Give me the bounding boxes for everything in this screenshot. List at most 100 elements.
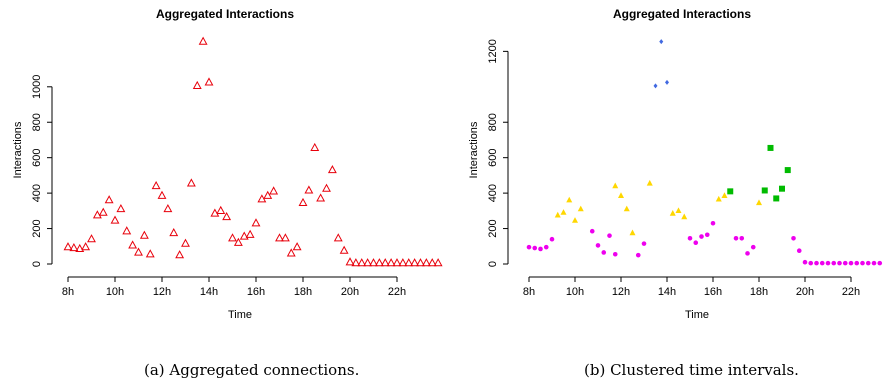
chart-a-point	[87, 234, 96, 243]
chart-a-point	[263, 190, 273, 199]
chart-a-point	[333, 233, 343, 242]
chart-b-point	[607, 233, 612, 238]
chart-a-point	[75, 243, 85, 253]
chart-b-point	[848, 260, 854, 266]
chart-panel-b: Aggregated Interactions Time Interaction…	[468, 7, 883, 321]
chart-a-point	[292, 242, 302, 251]
chart-b-point	[727, 188, 734, 195]
chart-b-point	[842, 260, 848, 266]
chart-b-point	[653, 83, 658, 89]
chart-b-point	[675, 207, 682, 214]
chart-b-point	[543, 244, 549, 250]
chart-a-point	[298, 197, 308, 206]
chart-a-point	[98, 207, 108, 216]
chart-b-y-tick-label: 0	[487, 261, 499, 267]
chart-b-point	[693, 240, 699, 246]
chart-b-point	[865, 260, 871, 266]
chart-b-point	[669, 209, 676, 216]
chart-panel-a: Aggregated Interactions Time Interaction…	[12, 7, 443, 321]
chart-a-point	[210, 208, 220, 217]
chart-b-point	[572, 217, 578, 223]
chart-b-point	[796, 248, 802, 254]
chart-a-point	[104, 195, 114, 204]
chart-a-point	[110, 215, 120, 224]
chart-b-points	[526, 39, 883, 266]
chart-a-point	[216, 205, 226, 214]
chart-a-point	[357, 258, 367, 267]
chart-b-point	[721, 192, 728, 198]
chart-a-point	[139, 230, 149, 239]
chart-b-title: Aggregated Interactions	[613, 7, 751, 21]
chart-b-point	[577, 205, 584, 212]
chart-a-point	[380, 258, 390, 267]
chart-b-point	[733, 236, 739, 241]
chart-b-point	[779, 185, 785, 192]
chart-b-point	[802, 259, 808, 265]
chart-a-point	[304, 185, 314, 194]
chart-a-x-tick-label: 16h	[247, 286, 265, 298]
chart-b-point	[715, 195, 722, 202]
chart-a-point	[369, 258, 378, 267]
chart-a-point	[134, 247, 143, 256]
chart-a-y-tick-label: 200	[31, 219, 43, 237]
chart-b-point	[687, 236, 693, 241]
chart-b-point	[589, 228, 595, 234]
chart-a-point	[374, 258, 384, 267]
chart-a-point	[163, 204, 173, 213]
chart-a-point	[186, 178, 196, 187]
chart-a-point	[233, 237, 243, 246]
chart-a-point	[151, 180, 161, 190]
chart-b-point	[750, 244, 756, 250]
chart-b-ylabel: Interactions	[468, 121, 480, 178]
chart-a-y-tick-label: 800	[31, 113, 43, 131]
chart-b-point	[623, 205, 630, 212]
chart-a-x-tick-label: 8h	[62, 286, 74, 298]
chart-a-point	[327, 165, 337, 174]
chart-a-point	[269, 186, 279, 195]
chart-b-point	[877, 260, 883, 266]
chart-b-axes: 8h 10h 12h 14h 16h 18h 20h 22h 0 200 400 600 800 1200	[487, 39, 860, 298]
chart-a-point	[81, 242, 91, 251]
chart-b-point	[566, 196, 573, 203]
chart-b-point	[773, 195, 780, 202]
chart-b-point	[595, 243, 601, 248]
chart-a-point	[310, 142, 320, 152]
chart-b-point	[819, 260, 825, 266]
chart-b-y-tick-label: 800	[487, 113, 499, 131]
chart-a-point	[404, 258, 414, 267]
chart-a-point	[175, 250, 185, 259]
chart-a-point	[286, 248, 296, 257]
chart-a-points	[63, 36, 443, 267]
chart-b-point	[641, 241, 647, 246]
chart-b-point	[532, 245, 538, 251]
chart-a-point	[280, 233, 290, 242]
chart-a-point	[410, 258, 420, 267]
chart-a-ylabel: Interactions	[12, 121, 24, 178]
chart-b-point	[825, 260, 831, 266]
chart-b-point	[538, 246, 543, 252]
chart-a-point	[351, 258, 361, 267]
chart-b-point	[831, 260, 837, 266]
chart-a-xlabel: Time	[228, 309, 252, 321]
chart-a-point	[145, 249, 155, 258]
chart-a-point	[398, 258, 408, 267]
chart-a-x-tick-label: 12h	[153, 286, 171, 298]
chart-b-point	[560, 209, 567, 215]
chart-a-point	[228, 233, 237, 242]
chart-a-y-tick-label: 600	[31, 149, 43, 167]
chart-b-point	[871, 260, 877, 266]
chart-b-x-tick-label: 16h	[704, 286, 722, 298]
chart-b-point	[659, 39, 664, 45]
chart-a-point	[116, 204, 126, 213]
chart-b-point	[710, 220, 716, 226]
chart-b-point	[646, 179, 653, 186]
chart-b-x-tick-label: 10h	[566, 286, 584, 298]
chart-b-point	[612, 182, 619, 189]
chart-b-x-tick-label: 14h	[658, 286, 676, 298]
chart-b-point	[756, 199, 762, 206]
chart-b-point	[601, 250, 607, 255]
chart-b-point	[745, 251, 750, 256]
chart-a-axes: 8h 10h 12h 14h 16h 18h 20h 22h 0 200 400 600 800 1000	[31, 75, 406, 298]
chart-a-point	[421, 258, 431, 267]
chart-b-point	[767, 144, 774, 151]
